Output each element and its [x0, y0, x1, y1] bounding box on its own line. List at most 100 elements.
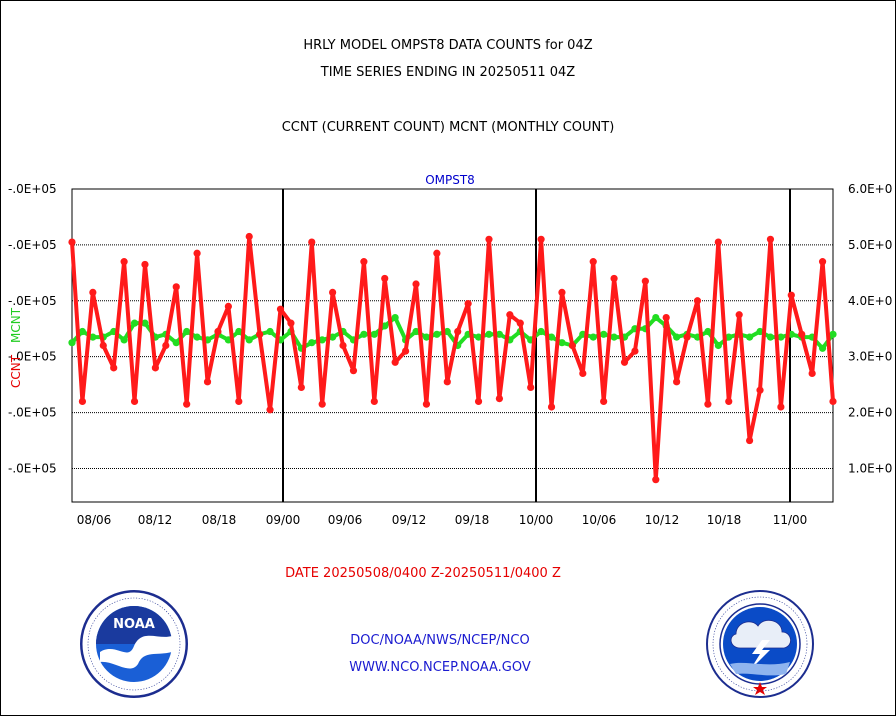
data-point-ccnt [693, 297, 702, 305]
data-point-mcnt [704, 327, 712, 336]
y-tick-label-left: -.0E+05 [8, 238, 57, 252]
data-point-ccnt [172, 283, 180, 291]
data-point-mcnt [308, 339, 316, 347]
data-point-mcnt [589, 333, 597, 341]
data-point-ccnt [527, 383, 535, 392]
data-point-ccnt [276, 305, 285, 313]
data-point-ccnt [401, 347, 410, 355]
data-point-ccnt [704, 400, 712, 408]
x-tick-label: 09/06 [328, 513, 363, 527]
data-point-ccnt [631, 347, 639, 355]
org-credit: DOC/NOAA/NWS/NCEP/NCO [350, 633, 530, 648]
data-point-mcnt [422, 333, 431, 341]
data-point-ccnt [266, 406, 274, 414]
data-point-mcnt [673, 333, 681, 341]
y-tick-label-left: -.0E+05 [8, 294, 57, 308]
date-range-label: DATE 20250508/0400 Z-20250511/0400 Z [285, 566, 561, 581]
data-point-ccnt [381, 274, 389, 283]
data-point-ccnt [558, 288, 566, 297]
x-tick-label: 10/06 [582, 513, 617, 527]
data-point-ccnt [516, 319, 524, 327]
data-point-ccnt [443, 378, 451, 386]
x-tick-label: 10/18 [707, 513, 742, 527]
data-point-ccnt [151, 364, 159, 372]
x-tick-label: 09/18 [455, 513, 490, 527]
data-point-ccnt [391, 358, 399, 366]
y-tick-label-right: 6.0E+0 [848, 182, 892, 196]
website-link[interactable]: WWW.NCO.NCEP.NOAA.GOV [349, 660, 531, 675]
data-point-ccnt [610, 274, 618, 283]
data-point-ccnt [141, 260, 149, 269]
data-point-mcnt [600, 330, 608, 338]
series-line-ccnt [70, 234, 835, 482]
data-point-ccnt [547, 403, 556, 411]
data-point-mcnt [245, 336, 253, 344]
data-point-ccnt [360, 258, 368, 266]
data-point-ccnt [120, 258, 128, 266]
noaa-logo-icon: NOAA [80, 590, 188, 698]
y-axis-label-ccnt: CCNT [9, 354, 23, 388]
data-point-ccnt [78, 397, 87, 405]
x-tick-label: 08/12 [138, 513, 173, 527]
data-point-ccnt [506, 311, 514, 319]
data-point-ccnt [349, 367, 358, 375]
y-tick-label-left: -.0E+05 [8, 406, 57, 420]
data-point-mcnt [318, 336, 326, 344]
data-point-ccnt [297, 383, 305, 392]
data-point-mcnt [235, 327, 243, 336]
data-point-ccnt [464, 299, 472, 308]
data-point-ccnt [777, 403, 785, 411]
y-tick-label-right: 5.0E+0 [848, 238, 892, 252]
data-point-ccnt [99, 341, 107, 350]
data-point-ccnt [110, 364, 118, 372]
data-point-ccnt [162, 341, 170, 350]
data-point-ccnt [568, 341, 576, 350]
x-tick-label: 10/12 [645, 513, 680, 527]
data-point-mcnt [391, 313, 399, 322]
data-point-mcnt [443, 327, 451, 336]
data-point-mcnt [766, 333, 775, 341]
data-point-mcnt [329, 333, 337, 341]
data-point-mcnt [266, 327, 274, 336]
data-point-mcnt [130, 319, 139, 327]
data-point-ccnt [746, 436, 754, 445]
data-point-ccnt [735, 311, 743, 319]
data-point-ccnt [714, 238, 722, 246]
data-point-mcnt [370, 330, 378, 338]
x-tick-label: 11/00 [773, 513, 808, 527]
data-point-mcnt [485, 330, 493, 338]
y-tick-label-right: 4.0E+0 [848, 294, 892, 308]
data-point-ccnt [245, 232, 253, 241]
data-point-ccnt [203, 378, 212, 386]
x-tick-label: 08/18 [202, 513, 237, 527]
y-tick-label-right: 2.0E+0 [848, 406, 892, 420]
data-point-ccnt [329, 288, 337, 297]
data-point-ccnt [673, 378, 681, 386]
data-point-mcnt [381, 322, 389, 330]
data-point-ccnt [193, 249, 201, 257]
data-point-ccnt [620, 358, 629, 366]
data-point-mcnt [172, 339, 180, 347]
data-point-ccnt [130, 397, 139, 405]
data-point-ccnt [287, 319, 295, 327]
data-point-mcnt [756, 327, 764, 336]
data-point-ccnt [485, 235, 493, 243]
data-point-mcnt [558, 339, 566, 347]
data-point-ccnt [256, 330, 264, 338]
data-point-mcnt [120, 336, 128, 344]
data-point-ccnt [89, 288, 97, 297]
plot-title: OMPST8 [425, 173, 475, 187]
data-point-ccnt [422, 400, 431, 408]
y-tick-label-right: 1.0E+0 [848, 461, 892, 475]
data-point-ccnt [370, 397, 378, 405]
data-point-ccnt [589, 258, 597, 266]
data-point-ccnt [725, 397, 733, 405]
data-point-ccnt [308, 238, 316, 246]
data-point-mcnt [412, 327, 420, 336]
data-point-ccnt [662, 313, 670, 322]
data-point-mcnt [547, 333, 556, 341]
data-point-ccnt [787, 291, 795, 299]
chart-title-line1: HRLY MODEL OMPST8 DATA COUNTS for 04Z [303, 38, 593, 53]
data-point-ccnt [798, 330, 806, 338]
noaa-logo-text: NOAA [113, 617, 155, 632]
